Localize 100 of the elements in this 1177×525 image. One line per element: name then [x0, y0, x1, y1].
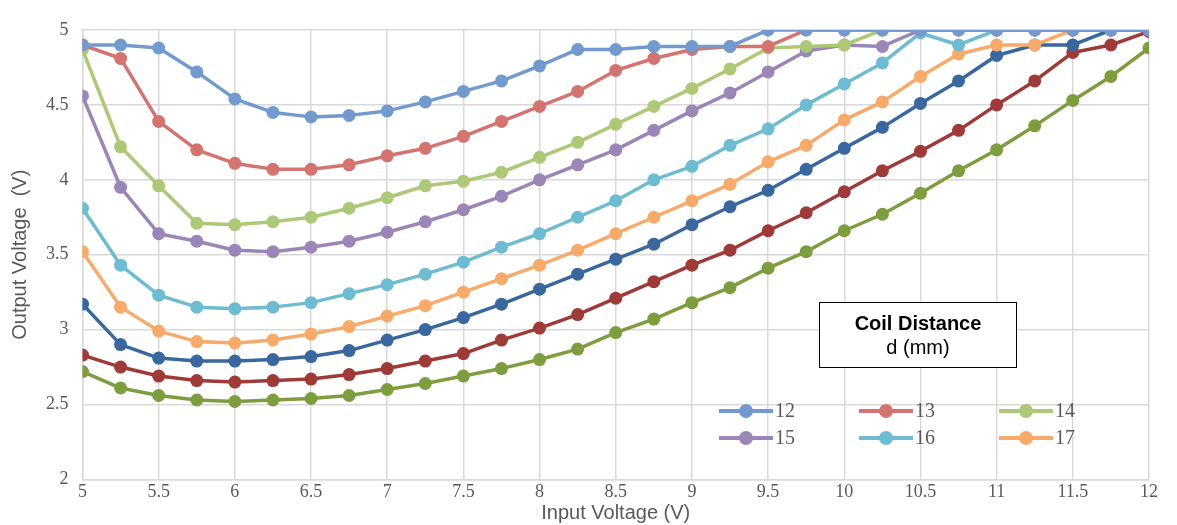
point — [990, 48, 1004, 62]
point — [1104, 38, 1118, 52]
legend-label: 13 — [915, 399, 935, 423]
point — [304, 350, 318, 364]
point — [114, 360, 128, 374]
point — [647, 237, 661, 251]
point — [685, 194, 699, 208]
point — [875, 120, 889, 134]
point — [380, 149, 394, 163]
point — [571, 342, 585, 356]
point — [609, 194, 623, 208]
point — [266, 353, 280, 367]
point — [190, 374, 204, 388]
x-tick-label: 12 — [1140, 480, 1158, 501]
point — [723, 177, 737, 191]
point — [685, 81, 699, 95]
point — [266, 333, 280, 347]
point — [456, 369, 470, 383]
point — [418, 179, 432, 193]
x-tick-label: 6 — [230, 480, 240, 501]
point — [418, 215, 432, 229]
point — [266, 105, 280, 119]
point — [647, 51, 661, 65]
point — [304, 392, 318, 406]
point — [609, 117, 623, 131]
point — [723, 243, 737, 257]
y-axis-title: Output Voltage (V) — [7, 169, 30, 340]
point — [228, 354, 242, 368]
point — [533, 321, 547, 335]
point — [494, 165, 508, 179]
point — [685, 159, 699, 173]
point — [799, 245, 813, 259]
legend-label: 16 — [915, 426, 935, 450]
point — [266, 393, 280, 407]
point — [571, 158, 585, 172]
point — [494, 240, 508, 254]
point — [152, 288, 166, 302]
point — [799, 206, 813, 220]
point — [609, 63, 623, 77]
point — [152, 114, 166, 128]
point — [571, 42, 585, 56]
point — [533, 258, 547, 272]
point — [647, 99, 661, 113]
point — [456, 129, 470, 143]
point — [304, 296, 318, 310]
point — [647, 123, 661, 137]
point — [685, 258, 699, 272]
point — [571, 308, 585, 322]
point — [418, 354, 432, 368]
point — [990, 38, 1004, 52]
point — [761, 155, 775, 169]
point — [342, 234, 356, 248]
point — [380, 333, 394, 347]
point — [456, 285, 470, 299]
point — [875, 39, 889, 53]
point — [114, 300, 128, 314]
point — [380, 191, 394, 205]
point — [342, 320, 356, 334]
point — [799, 98, 813, 112]
point — [228, 243, 242, 257]
x-tick-label: 11.5 — [1057, 480, 1089, 501]
point — [114, 140, 128, 154]
point — [228, 375, 242, 389]
point — [913, 144, 927, 158]
point — [761, 261, 775, 275]
x-tick-label: 8.5 — [604, 480, 627, 501]
point — [190, 216, 204, 230]
point — [723, 200, 737, 214]
point — [114, 51, 128, 65]
point — [342, 344, 356, 358]
point — [380, 362, 394, 376]
point — [571, 84, 585, 98]
point — [456, 255, 470, 269]
point — [304, 162, 318, 176]
point — [456, 311, 470, 325]
point — [152, 369, 166, 383]
point — [875, 164, 889, 178]
point — [837, 185, 851, 199]
point — [152, 389, 166, 403]
point — [228, 302, 242, 316]
point — [609, 291, 623, 305]
point — [952, 74, 966, 88]
point — [875, 56, 889, 70]
point — [837, 141, 851, 155]
point — [494, 74, 508, 88]
x-axis-title: Input Voltage (V) — [541, 500, 691, 523]
point — [152, 227, 166, 241]
point — [1028, 119, 1042, 133]
point — [152, 351, 166, 365]
legend-label: 14 — [1055, 399, 1075, 423]
point — [494, 189, 508, 203]
point — [418, 141, 432, 155]
point — [190, 393, 204, 407]
point — [761, 122, 775, 136]
y-tick-label: 4 — [59, 168, 69, 189]
point — [837, 77, 851, 91]
point — [875, 95, 889, 109]
point — [913, 96, 927, 110]
point — [494, 333, 508, 347]
point — [685, 218, 699, 232]
